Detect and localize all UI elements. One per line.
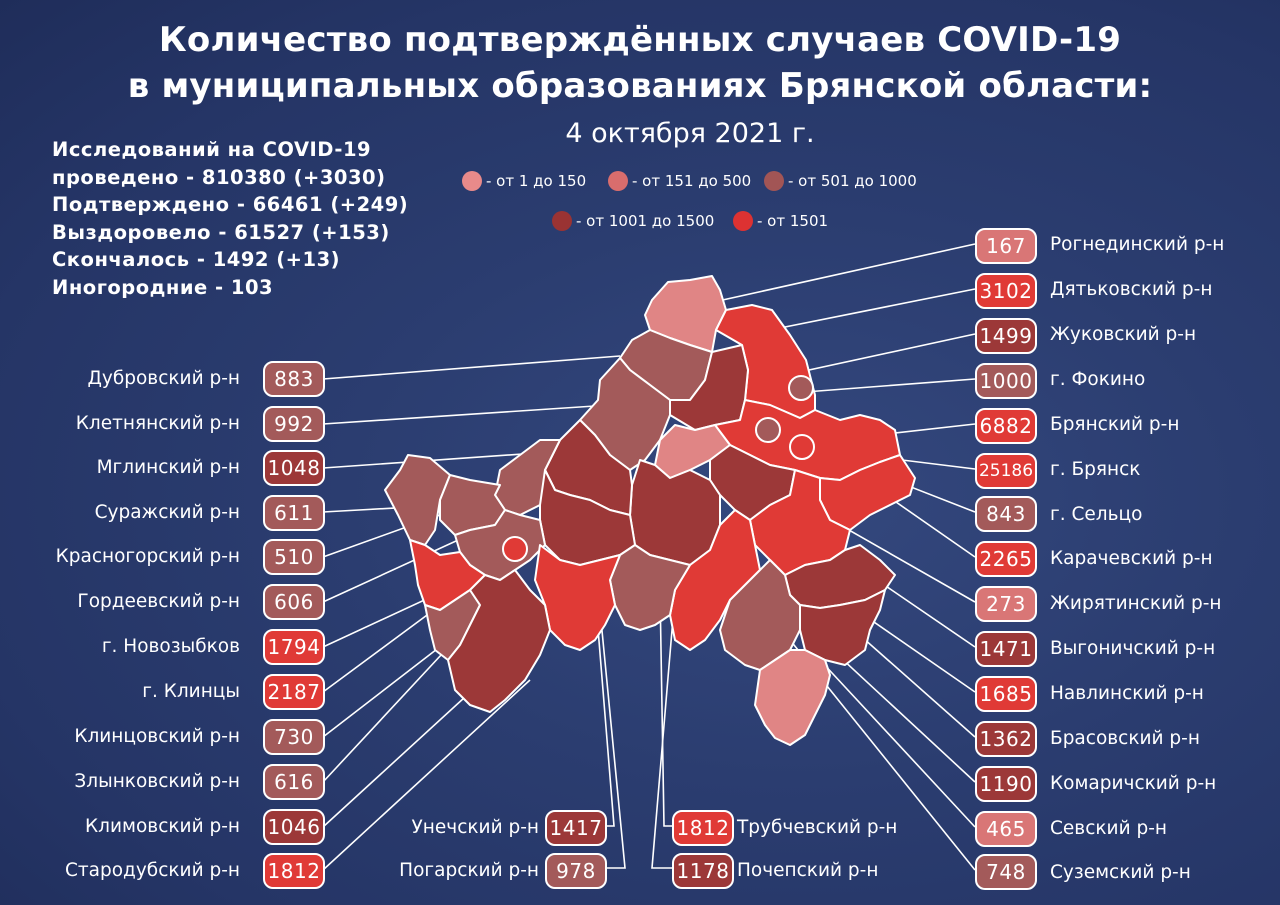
district-label: Жирятинский р-н <box>1050 593 1222 614</box>
legend-label: - от 1 до 150 <box>486 172 587 190</box>
district-label: Почепский р-н <box>737 860 879 881</box>
district-label: Клинцовский р-н <box>74 726 240 747</box>
district-value: 1362 <box>975 721 1037 757</box>
district-value: 3102 <box>975 273 1037 309</box>
legend-item: - от 1 до 150 <box>462 171 586 191</box>
klintsy-marker <box>502 536 528 562</box>
district-label: Мглинский р-н <box>96 457 240 478</box>
stat-line: Подтверждено - 66461 (+249) <box>52 193 409 216</box>
legend-dot <box>764 171 784 191</box>
district-value: 2187 <box>263 674 325 710</box>
district-label: Навлинский р-н <box>1050 683 1204 704</box>
stat-line: Исследований на COVID-19 <box>52 138 372 161</box>
bryansk-marker <box>789 434 815 460</box>
district-value: 748 <box>975 854 1037 890</box>
legend-label: - от 1001 до 1500 <box>576 212 715 230</box>
district-value: 465 <box>975 811 1037 847</box>
district-label: г. Клинцы <box>142 681 240 702</box>
legend-dot <box>552 211 572 231</box>
stat-line: Скончалось - 1492 (+13) <box>52 248 341 271</box>
stats-block: Исследований на COVID-19 проведено - 810… <box>52 136 408 301</box>
district-value: 1048 <box>263 450 325 486</box>
district-label: Клетнянский р-н <box>75 413 240 434</box>
district-value: 1499 <box>975 318 1037 354</box>
district-label: Злынковский р-н <box>74 771 240 792</box>
legend-label: - от 501 до 1000 <box>788 172 917 190</box>
district-value: 1417 <box>545 810 607 846</box>
district-value: 510 <box>263 539 325 575</box>
district-value: 6882 <box>975 408 1037 444</box>
stat-line: Выздоровело - 61527 (+153) <box>52 220 390 244</box>
district-label: Рогнединский р-н <box>1050 234 1225 255</box>
district-value: 1812 <box>263 853 325 889</box>
district-label: Гордеевский р-н <box>77 591 240 612</box>
legend-item: - от 151 до 500 <box>608 171 751 191</box>
district-value: 25186 <box>975 453 1037 489</box>
district-value: 1794 <box>263 629 325 665</box>
district-label: Унечский р-н <box>411 817 539 838</box>
district-value: 1046 <box>263 809 325 845</box>
district-label: г. Фокино <box>1050 369 1146 390</box>
district-value: 1471 <box>975 631 1037 667</box>
district-value: 611 <box>263 495 325 531</box>
legend-dot <box>462 171 482 191</box>
legend-item: - от 1501 <box>733 211 828 231</box>
fokino-marker <box>788 375 814 401</box>
district-value: 606 <box>263 584 325 620</box>
district-label: г. Сельцо <box>1050 504 1143 525</box>
district-label: Погарский р-н <box>399 860 539 881</box>
district-label: Брасовский р-н <box>1050 728 1200 749</box>
page-subtitle: в муниципальных образованиях Брянской об… <box>127 66 1153 106</box>
district-value: 1000 <box>975 363 1037 399</box>
district-label: Севский р-н <box>1050 818 1167 839</box>
legend-dot <box>733 211 753 231</box>
district-value: 1812 <box>672 810 734 846</box>
legend-item: - от 1001 до 1500 <box>552 211 714 231</box>
district-label: Комаричский р-н <box>1050 773 1217 794</box>
selco-marker <box>755 417 781 443</box>
district-label: Суражский р-н <box>94 502 240 523</box>
district-value: 730 <box>263 719 325 755</box>
district-label: Суземский р-н <box>1050 862 1191 883</box>
district-label: г. Брянск <box>1050 459 1141 480</box>
district-value: 1685 <box>975 676 1037 712</box>
city-markers <box>502 375 815 562</box>
district-label: Дубровский р-н <box>87 368 240 389</box>
district-value: 1190 <box>975 766 1037 802</box>
legend-dot <box>608 171 628 191</box>
district-label: Красногорский р-н <box>55 546 240 567</box>
district-label: Карачевский р-н <box>1050 548 1213 569</box>
district-value: 2265 <box>975 541 1037 577</box>
stat-line: проведено - 810380 (+3030) <box>52 165 386 189</box>
district-label: Трубчевский р-н <box>737 817 898 838</box>
district-label: г. Новозыбков <box>101 636 240 657</box>
district-value: 616 <box>263 764 325 800</box>
district-label: Брянский р-н <box>1050 414 1180 435</box>
report-date: 4 октября 2021 г. <box>565 118 815 149</box>
page-title: Количество подтверждённых случаев COVID-… <box>158 20 1122 60</box>
district-value: 883 <box>263 361 325 397</box>
district-value: 167 <box>975 228 1037 264</box>
region-shapes <box>384 275 916 746</box>
legend-label: - от 1501 <box>757 212 829 230</box>
district-label: Выгоничский р-н <box>1050 638 1216 659</box>
district-value: 978 <box>545 853 607 889</box>
district-label: Жуковский р-н <box>1050 324 1197 345</box>
stat-line: Иногородние - 103 <box>52 275 274 299</box>
district-value: 992 <box>263 406 325 442</box>
district-label: Климовский р-н <box>85 816 240 837</box>
district-value: 843 <box>975 496 1037 532</box>
legend-item: - от 501 до 1000 <box>764 171 917 191</box>
district-label: Стародубский р-н <box>64 860 240 881</box>
district-label: Дятьковский р-н <box>1050 279 1213 300</box>
legend-label: - от 151 до 500 <box>632 172 752 190</box>
district-value: 1178 <box>672 853 734 889</box>
district-value: 273 <box>975 586 1037 622</box>
